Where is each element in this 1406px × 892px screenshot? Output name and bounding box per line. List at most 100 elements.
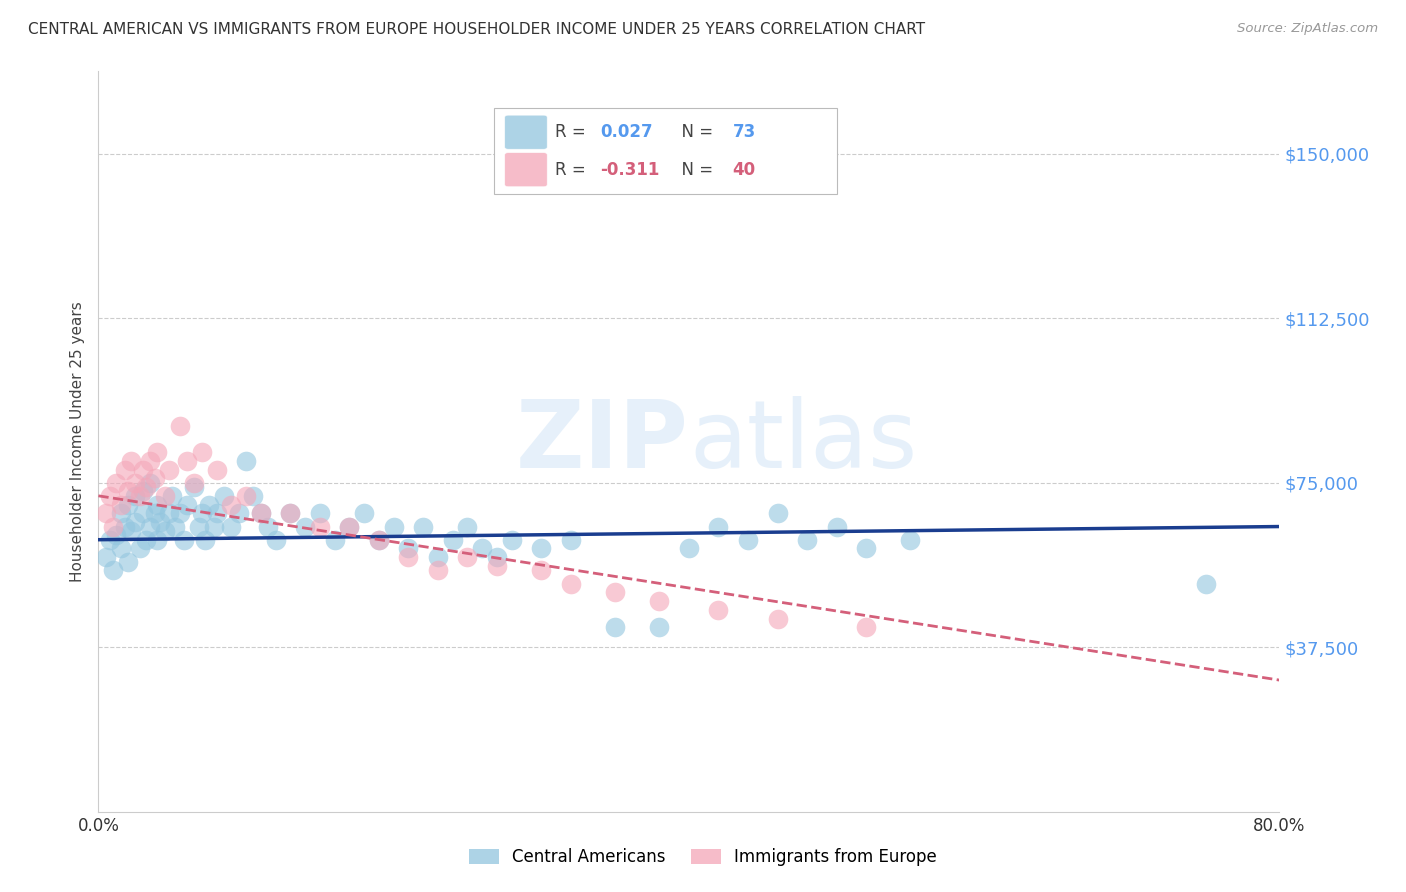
Point [294, 519, 316, 533]
Point [221, 519, 243, 533]
Point [146, 533, 169, 547]
Point [605, 620, 627, 634]
Point [114, 462, 136, 476]
Point [183, 475, 205, 490]
Point [194, 533, 217, 547]
Point [191, 445, 214, 459]
Point [678, 541, 700, 556]
Point [117, 498, 139, 512]
Text: R =: R = [555, 123, 592, 141]
Y-axis label: Householder Income Under 25 years: Householder Income Under 25 years [70, 301, 86, 582]
Point [114, 519, 136, 533]
Point [135, 480, 157, 494]
Point [309, 519, 332, 533]
Point [191, 507, 214, 521]
Point [120, 454, 142, 468]
Point [202, 519, 225, 533]
Point [368, 533, 391, 547]
Point [457, 550, 479, 565]
Point [900, 533, 922, 547]
Point [205, 507, 228, 521]
Point [105, 475, 128, 490]
FancyBboxPatch shape [505, 115, 547, 149]
Point [110, 498, 132, 512]
Text: N =: N = [671, 123, 718, 141]
Point [560, 576, 582, 591]
Point [94, 507, 117, 521]
Point [605, 585, 627, 599]
Point [117, 484, 139, 499]
Point [339, 519, 361, 533]
Point [648, 594, 671, 608]
Point [176, 498, 198, 512]
Point [120, 524, 142, 538]
Point [198, 498, 221, 512]
Point [486, 550, 509, 565]
Point [323, 533, 346, 547]
Point [128, 489, 150, 503]
Point [855, 541, 877, 556]
Text: N =: N = [671, 161, 718, 178]
Point [139, 454, 162, 468]
Point [183, 480, 205, 494]
Point [457, 519, 479, 533]
Point [766, 612, 789, 626]
Point [169, 418, 191, 433]
Point [110, 541, 132, 556]
Text: -0.311: -0.311 [600, 161, 659, 178]
Point [796, 533, 818, 547]
Text: Source: ZipAtlas.com: Source: ZipAtlas.com [1237, 22, 1378, 36]
Point [825, 519, 848, 533]
Point [135, 533, 157, 547]
Point [707, 603, 730, 617]
Point [176, 454, 198, 468]
Point [105, 528, 128, 542]
Text: 73: 73 [733, 123, 756, 141]
Point [368, 533, 391, 547]
Point [486, 559, 509, 574]
Point [766, 507, 789, 521]
Point [110, 507, 132, 521]
Point [427, 563, 450, 577]
Point [501, 533, 523, 547]
Point [98, 489, 121, 503]
Point [124, 515, 146, 529]
Text: ZIP: ZIP [516, 395, 689, 488]
Point [398, 550, 420, 565]
Point [280, 507, 302, 521]
Point [139, 519, 162, 533]
Point [648, 620, 671, 634]
Point [309, 507, 332, 521]
Point [707, 519, 730, 533]
Point [280, 507, 302, 521]
Point [173, 533, 195, 547]
Point [339, 519, 361, 533]
Point [235, 489, 257, 503]
Point [1195, 576, 1218, 591]
Point [264, 533, 287, 547]
Point [146, 445, 169, 459]
Point [212, 489, 235, 503]
Point [205, 462, 228, 476]
Text: 0.027: 0.027 [600, 123, 652, 141]
Point [353, 507, 375, 521]
Point [382, 519, 405, 533]
Point [153, 489, 176, 503]
Point [143, 471, 166, 485]
Point [153, 524, 176, 538]
Point [162, 489, 183, 503]
Text: CENTRAL AMERICAN VS IMMIGRANTS FROM EUROPE HOUSEHOLDER INCOME UNDER 25 YEARS COR: CENTRAL AMERICAN VS IMMIGRANTS FROM EURO… [28, 22, 925, 37]
Point [412, 519, 434, 533]
Text: R =: R = [555, 161, 592, 178]
Point [124, 475, 146, 490]
Legend: Central Americans, Immigrants from Europe: Central Americans, Immigrants from Europ… [461, 840, 945, 875]
Point [128, 541, 150, 556]
Point [98, 533, 121, 547]
Point [560, 533, 582, 547]
Text: atlas: atlas [689, 395, 917, 488]
Point [124, 489, 146, 503]
Point [427, 550, 450, 565]
Point [235, 454, 257, 468]
Point [103, 519, 125, 533]
Point [737, 533, 759, 547]
